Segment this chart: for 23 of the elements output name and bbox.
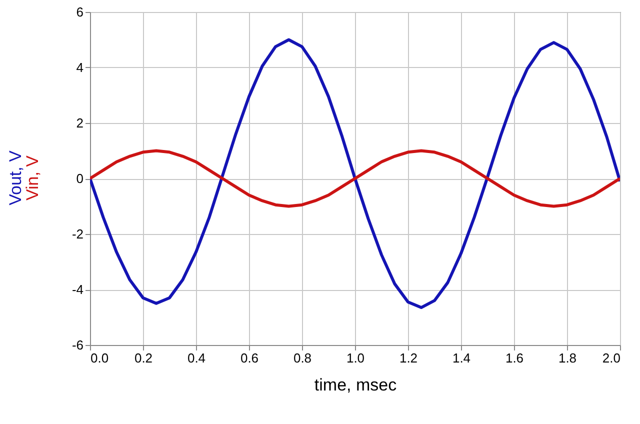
x-axis-title: time, msec (314, 376, 398, 394)
x-tick-label: 1.6 (505, 350, 524, 366)
line-series (90, 149, 620, 208)
x-tick-label: 1.4 (452, 350, 471, 366)
x-tick-label: 1.8 (558, 350, 577, 366)
y-tick-label: 0 (76, 171, 84, 186)
x-tick-label: 0.4 (187, 350, 206, 366)
text: Vout, V (6, 150, 26, 206)
y-tick-label: -2 (72, 226, 84, 242)
x-tick-label: 1.0 (346, 350, 365, 366)
x-tick-label: 0.2 (134, 350, 153, 366)
y-tick-label: 6 (76, 4, 84, 20)
x-tick-label: 0.6 (240, 350, 259, 366)
x-tick-label: 1.2 (399, 350, 418, 366)
y-tick-label: -6 (72, 338, 84, 352)
x-tick-label: 0.8 (293, 350, 312, 366)
y-tick-label: 2 (76, 116, 84, 130)
y-tick-label: 4 (76, 60, 84, 75)
x-tick-label: 2.0 (602, 350, 620, 366)
x-tick-label: 0.0 (90, 350, 109, 366)
y-tick-label: -4 (72, 282, 84, 297)
line-series (90, 38, 620, 310)
text: Vin, V (23, 155, 43, 201)
